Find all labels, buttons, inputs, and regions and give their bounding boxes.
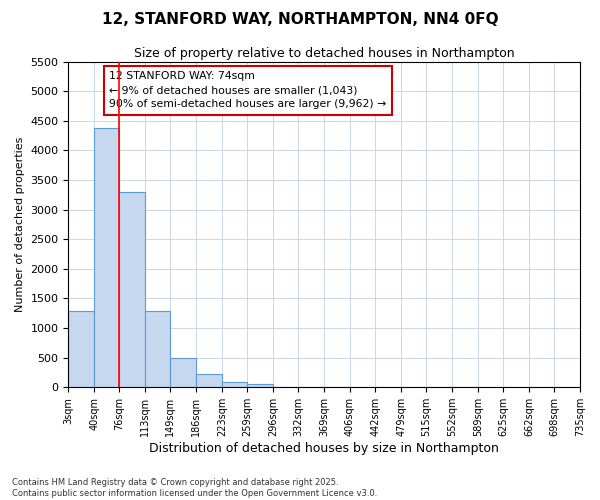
Bar: [68, 312, 94, 387]
Bar: [196, 374, 222, 387]
Title: Size of property relative to detached houses in Northampton: Size of property relative to detached ho…: [134, 48, 515, 60]
X-axis label: Distribution of detached houses by size in Northampton: Distribution of detached houses by size …: [149, 442, 499, 455]
Y-axis label: Number of detached properties: Number of detached properties: [15, 137, 25, 312]
Bar: [222, 382, 247, 387]
Bar: [145, 312, 170, 387]
Bar: [119, 192, 145, 387]
Text: Contains HM Land Registry data © Crown copyright and database right 2025.
Contai: Contains HM Land Registry data © Crown c…: [12, 478, 377, 498]
Text: 12, STANFORD WAY, NORTHAMPTON, NN4 0FQ: 12, STANFORD WAY, NORTHAMPTON, NN4 0FQ: [101, 12, 499, 28]
Bar: [94, 128, 119, 387]
Text: 12 STANFORD WAY: 74sqm
← 9% of detached houses are smaller (1,043)
90% of semi-d: 12 STANFORD WAY: 74sqm ← 9% of detached …: [109, 72, 386, 110]
Bar: [170, 358, 196, 387]
Bar: [247, 384, 273, 387]
